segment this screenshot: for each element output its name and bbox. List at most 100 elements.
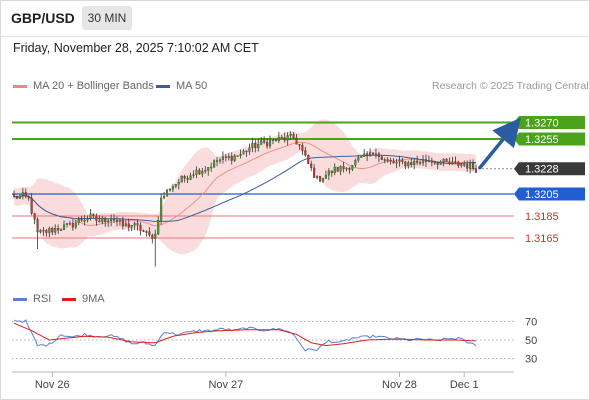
candle-body xyxy=(413,160,416,166)
candle-body xyxy=(277,137,280,142)
candle-body xyxy=(215,160,219,162)
candle-body xyxy=(416,160,419,163)
candle-body xyxy=(383,159,386,161)
candle-body xyxy=(171,186,174,190)
x-tick-label-nov-27: Nov 27 xyxy=(208,379,243,391)
candle-body xyxy=(289,133,292,136)
x-tick-label-nov-26: Nov 26 xyxy=(35,379,70,391)
current-price-tag-text: 1.3228 xyxy=(525,164,559,176)
forecast-arrow xyxy=(478,117,521,170)
candle-body xyxy=(186,178,189,180)
pivot-tag xyxy=(514,187,585,201)
rsi-line xyxy=(13,319,477,352)
candle-body xyxy=(230,156,233,161)
candle-body xyxy=(86,218,89,221)
candle-body xyxy=(118,219,121,222)
currency-pair-title: GBP/USD xyxy=(11,10,75,26)
candle-body xyxy=(177,182,180,185)
candle-body xyxy=(165,189,169,197)
candle-body xyxy=(366,153,369,157)
candle-body xyxy=(351,164,354,170)
resistance-tag-1.3270-text: 1.3270 xyxy=(525,118,559,130)
candle-body xyxy=(380,156,383,160)
candle-body xyxy=(60,229,63,231)
support-label-1.3165: 1.3165 xyxy=(525,233,559,245)
candle-body xyxy=(245,150,248,153)
candle-body xyxy=(401,159,404,162)
candle-body xyxy=(398,159,401,163)
candle-body xyxy=(195,169,198,175)
candle-body xyxy=(15,195,18,199)
candle-body xyxy=(395,161,398,164)
candle-body xyxy=(210,166,213,169)
candle-body xyxy=(260,140,263,145)
candle-body xyxy=(316,176,319,178)
candle-body xyxy=(239,154,242,156)
candle-body xyxy=(163,196,166,199)
candle-body xyxy=(454,161,457,163)
candle-body xyxy=(266,142,269,147)
candle-body xyxy=(357,157,360,161)
candle-body xyxy=(342,166,345,170)
candle-body xyxy=(113,218,116,221)
candle-body xyxy=(472,163,475,169)
candle-body xyxy=(77,219,80,223)
current-price-tag xyxy=(514,162,585,176)
candle-body xyxy=(168,189,172,191)
candle-body xyxy=(271,139,275,141)
candle-body xyxy=(48,228,51,233)
candle-body xyxy=(286,135,289,141)
level-lines-layer xyxy=(12,121,514,239)
candle-body xyxy=(301,144,304,151)
timeframe-button[interactable]: 30 MIN xyxy=(82,6,132,30)
candle-body xyxy=(339,166,342,172)
legend-9ma: 9MA xyxy=(62,293,105,305)
candle-body xyxy=(430,160,433,163)
candle-body xyxy=(233,155,236,161)
candlestick-layer xyxy=(12,131,478,267)
candle-body xyxy=(89,213,92,219)
x-axis: Nov 26 Nov 27 Nov 28 Dec 1 xyxy=(12,371,514,391)
candle-body xyxy=(404,161,407,167)
candle-body xyxy=(36,219,39,233)
candle-body xyxy=(295,137,298,145)
candle-body xyxy=(448,161,451,164)
ma50-swatch xyxy=(156,84,170,88)
candle-body xyxy=(348,167,351,170)
candle-body xyxy=(27,196,30,199)
candle-body xyxy=(248,147,251,152)
candle-body xyxy=(201,171,204,175)
ma50-label: MA 50 xyxy=(176,80,208,92)
research-credit: Research © 2025 Trading Central xyxy=(432,80,589,92)
candle-body xyxy=(427,160,430,163)
candle-body xyxy=(65,223,69,225)
candle-body xyxy=(139,225,142,231)
candle-body xyxy=(98,220,101,223)
candle-body xyxy=(333,166,336,174)
candle-body xyxy=(95,215,98,221)
ma20-label: MA 20 + Bollinger Bands xyxy=(33,80,154,92)
resistance-tag-1.3255-text: 1.3255 xyxy=(525,134,559,146)
candle-body xyxy=(436,162,439,165)
candle-body xyxy=(386,159,389,161)
candle-body xyxy=(133,223,136,226)
candle-body xyxy=(310,163,313,169)
candle-body xyxy=(254,143,257,149)
candle-body xyxy=(424,159,428,162)
candle-body xyxy=(57,228,60,231)
candle-body xyxy=(369,152,372,157)
candle-body xyxy=(298,143,301,146)
candle-body xyxy=(157,220,160,235)
candle-body xyxy=(92,213,95,216)
x-tick-label-nov-28: Nov 28 xyxy=(382,379,417,391)
candle-body xyxy=(419,162,422,164)
header-divider xyxy=(0,36,590,37)
candle-body xyxy=(80,219,83,221)
candle-body xyxy=(274,139,277,142)
x-tick-label-dec-1: Dec 1 xyxy=(450,379,479,391)
candle-body xyxy=(474,168,478,173)
candle-body xyxy=(39,230,42,233)
level-tags-layer: 1.3270 1.3255 1.3228 1.3205 1.3185 1.3165 xyxy=(514,116,585,245)
legend-rsi: RSI xyxy=(13,293,51,305)
candle-body xyxy=(360,156,363,158)
